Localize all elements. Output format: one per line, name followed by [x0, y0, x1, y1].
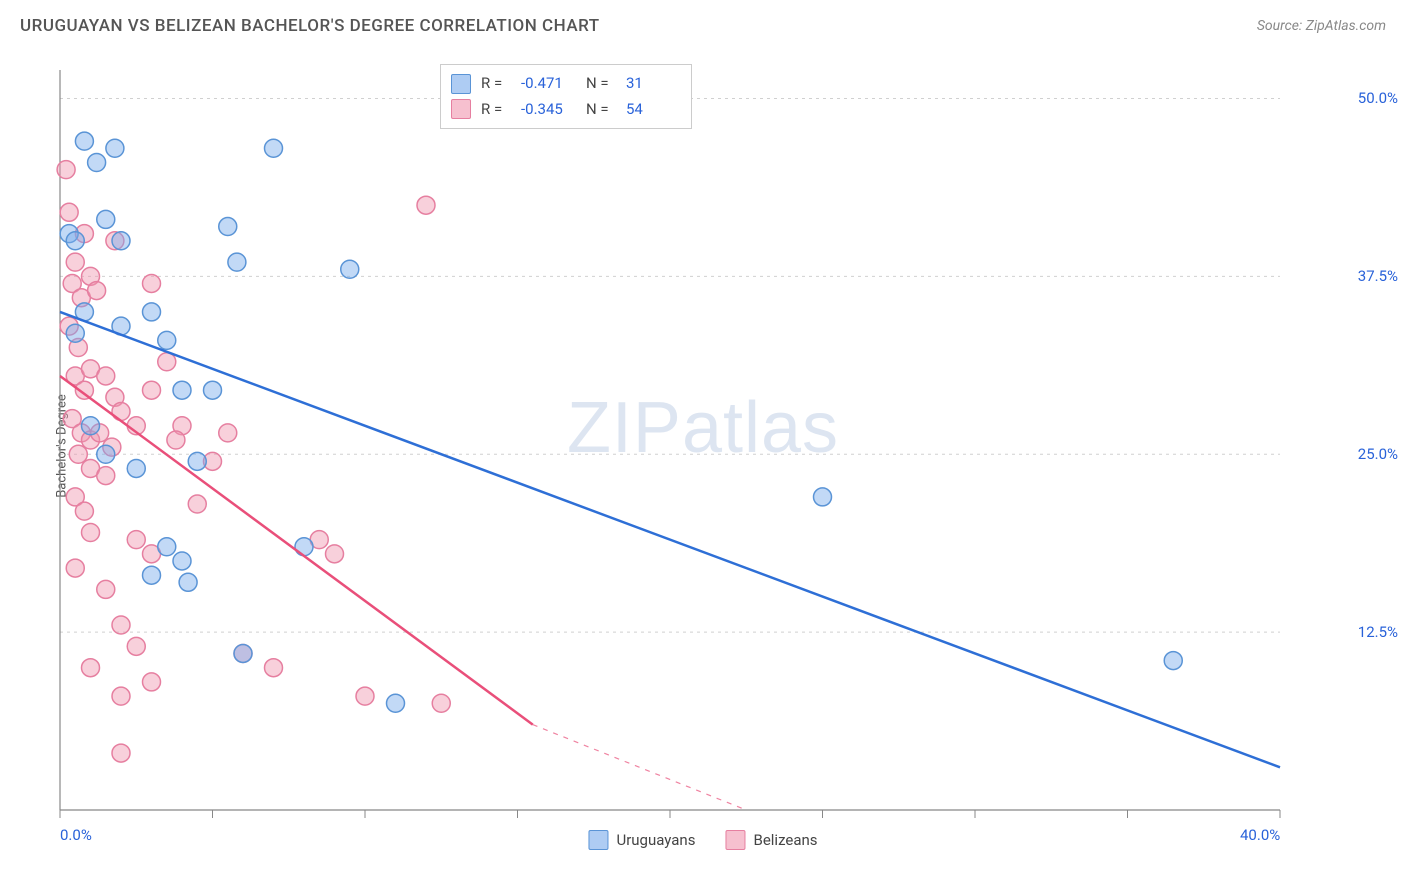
swatch-uruguayans: [451, 74, 471, 94]
r-value-1: -0.471: [521, 71, 576, 97]
series-legend: Uruguayans Belizeans: [588, 830, 817, 850]
n-value-2: 54: [626, 97, 681, 123]
y-tick-label: 25.0%: [1358, 445, 1398, 463]
legend-label: Uruguayans: [616, 831, 695, 849]
chart-title: URUGUAYAN VS BELIZEAN BACHELOR'S DEGREE …: [20, 16, 600, 36]
source-label: Source:: [1257, 18, 1302, 34]
legend-label: Belizeans: [753, 831, 817, 849]
correlation-legend: R = -0.471 N = 31 R = -0.345 N = 54: [440, 64, 692, 129]
y-tick-label: 12.5%: [1358, 623, 1398, 641]
x-tick-label: 0.0%: [60, 826, 92, 844]
r-label: R =: [481, 71, 511, 97]
legend-item-belizeans: Belizeans: [725, 830, 817, 850]
n-value-1: 31: [626, 71, 681, 97]
source-citation: Source: ZipAtlas.com: [1257, 18, 1386, 34]
n-label: N =: [586, 97, 616, 123]
correlation-row-1: R = -0.471 N = 31: [451, 71, 681, 97]
correlation-row-2: R = -0.345 N = 54: [451, 97, 681, 123]
y-tick-label: 37.5%: [1358, 267, 1398, 285]
swatch-uruguayans: [588, 830, 608, 850]
scatter-plot-svg: [50, 60, 1370, 830]
source-name: ZipAtlas.com: [1306, 18, 1386, 34]
n-label: N =: [586, 71, 616, 97]
header: URUGUAYAN VS BELIZEAN BACHELOR'S DEGREE …: [20, 16, 1386, 36]
x-tick-label: 40.0%: [1240, 826, 1280, 844]
y-tick-label: 50.0%: [1358, 89, 1398, 107]
legend-item-uruguayans: Uruguayans: [588, 830, 695, 850]
r-label: R =: [481, 97, 511, 123]
chart-area: [50, 60, 1370, 830]
r-value-2: -0.345: [521, 97, 576, 123]
swatch-belizeans: [451, 99, 471, 119]
swatch-belizeans: [725, 830, 745, 850]
